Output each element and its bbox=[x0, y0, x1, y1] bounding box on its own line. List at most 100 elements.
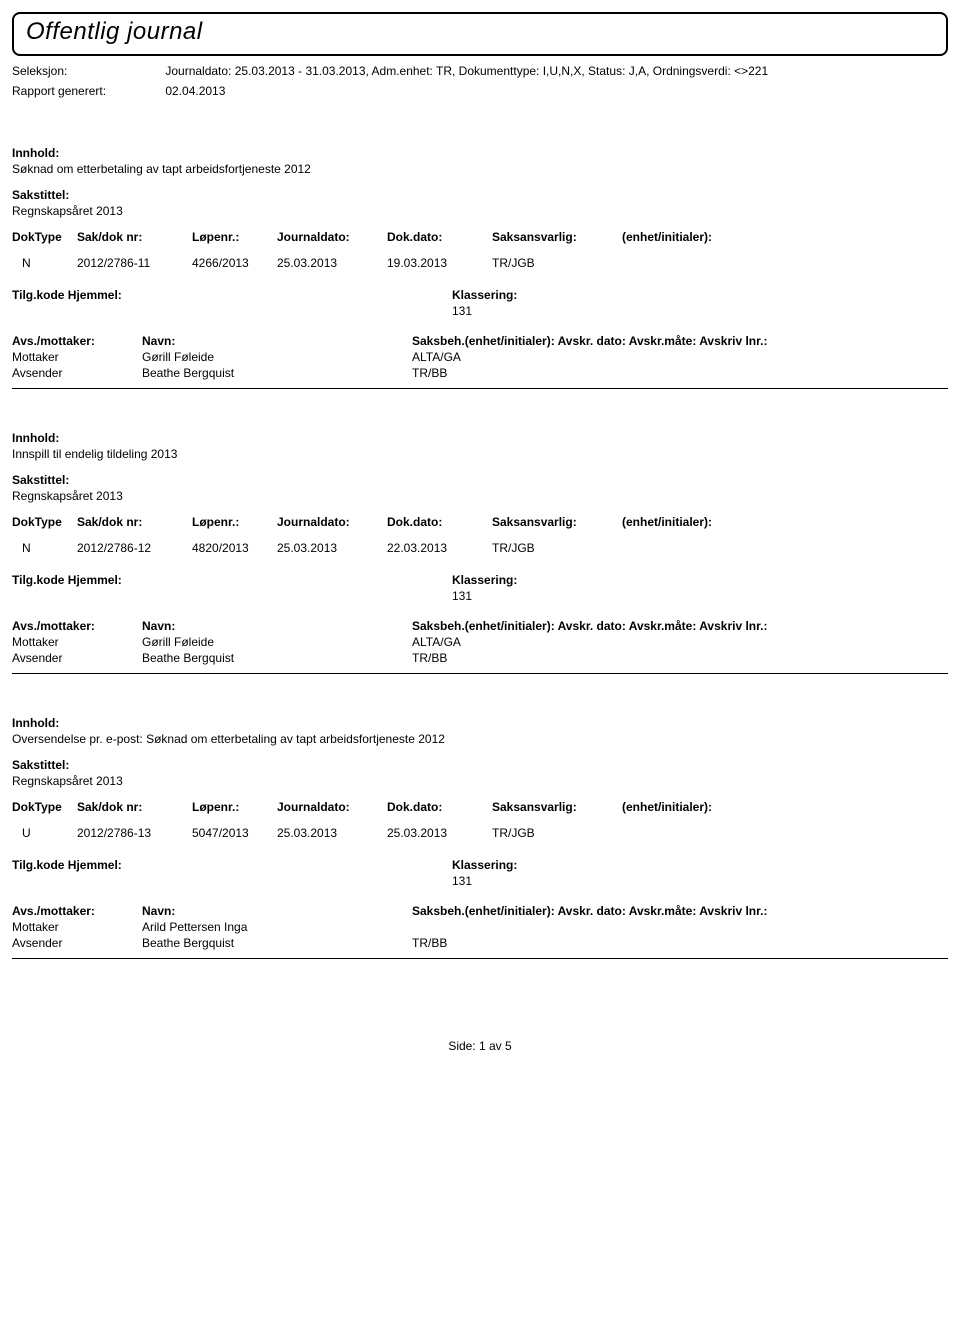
avsender-label: Avsender bbox=[12, 366, 142, 380]
mottaker-navn: Arild Pettersen Inga bbox=[142, 920, 412, 934]
sakdok-header: Sak/dok nr: bbox=[77, 800, 192, 814]
klassering-label: Klassering: bbox=[452, 573, 517, 587]
lopenr-value: 4266/2013 bbox=[192, 256, 277, 270]
journaldato-value: 25.03.2013 bbox=[277, 826, 387, 840]
dokdato-value: 25.03.2013 bbox=[387, 826, 492, 840]
avs-mottaker-header: Avs./mottaker: bbox=[12, 619, 142, 633]
klassering-value: 131 bbox=[452, 874, 948, 888]
avsender-unit: TR/BB bbox=[412, 651, 948, 665]
avsender-label: Avsender bbox=[12, 936, 142, 950]
sakdok-header: Sak/dok nr: bbox=[77, 230, 192, 244]
tilgkode-label: Tilg.kode Hjemmel: bbox=[12, 288, 172, 302]
page-title: Offentlig journal bbox=[26, 18, 934, 46]
seleksjon-label: Seleksjon: bbox=[12, 64, 162, 78]
enhet-header: (enhet/initialer): bbox=[622, 800, 948, 814]
saksansvarlig-value: TR/JGB bbox=[492, 826, 622, 840]
lopenr-header: Løpenr.: bbox=[192, 230, 277, 244]
sakstittel-value: Regnskapsåret 2013 bbox=[12, 774, 948, 788]
mottaker-label: Mottaker bbox=[12, 350, 142, 364]
enhet-value bbox=[622, 541, 948, 555]
journaldato-header: Journaldato: bbox=[277, 515, 387, 529]
klassering-value: 131 bbox=[452, 589, 948, 603]
avsender-unit: TR/BB bbox=[412, 366, 948, 380]
lopenr-value: 4820/2013 bbox=[192, 541, 277, 555]
tilgkode-label: Tilg.kode Hjemmel: bbox=[12, 858, 172, 872]
saksbeh-header: Saksbeh.(enhet/initialer): Avskr. dato: … bbox=[412, 334, 948, 348]
innhold-value: Innspill til endelig tildeling 2013 bbox=[12, 447, 948, 461]
klassering-label: Klassering: bbox=[452, 288, 517, 302]
avs-header-row: Avs./mottaker: Navn: Saksbeh.(enhet/init… bbox=[12, 904, 948, 918]
journal-entry: Innhold: Innspill til endelig tildeling … bbox=[12, 389, 948, 674]
tilg-row: Tilg.kode Hjemmel: Klassering: bbox=[12, 288, 948, 302]
mottaker-navn: Gørill Føleide bbox=[142, 635, 412, 649]
dokdato-value: 22.03.2013 bbox=[387, 541, 492, 555]
avs-header-row: Avs./mottaker: Navn: Saksbeh.(enhet/init… bbox=[12, 619, 948, 633]
avs-mottaker-header: Avs./mottaker: bbox=[12, 334, 142, 348]
journal-entry: Innhold: Søknad om etterbetaling av tapt… bbox=[12, 104, 948, 389]
journaldato-value: 25.03.2013 bbox=[277, 256, 387, 270]
sakdok-value: 2012/2786-11 bbox=[77, 256, 192, 270]
mottaker-unit bbox=[412, 920, 948, 934]
innhold-value: Oversendelse pr. e-post: Søknad om etter… bbox=[12, 732, 948, 746]
saksbeh-header: Saksbeh.(enhet/initialer): Avskr. dato: … bbox=[412, 619, 948, 633]
columns-header: DokType Sak/dok nr: Løpenr.: Journaldato… bbox=[12, 800, 948, 814]
journal-entry: Innhold: Oversendelse pr. e-post: Søknad… bbox=[12, 674, 948, 959]
navn-header: Navn: bbox=[142, 904, 412, 918]
rapport-label: Rapport generert: bbox=[12, 84, 162, 98]
rapport-value: 02.04.2013 bbox=[165, 84, 225, 98]
sakstittel-label: Sakstittel: bbox=[12, 473, 948, 487]
saksansvarlig-header: Saksansvarlig: bbox=[492, 800, 622, 814]
sakstittel-value: Regnskapsåret 2013 bbox=[12, 204, 948, 218]
sakstittel-label: Sakstittel: bbox=[12, 758, 948, 772]
innhold-label: Innhold: bbox=[12, 431, 948, 445]
mottaker-row: Mottaker Arild Pettersen Inga bbox=[12, 920, 948, 934]
mottaker-row: Mottaker Gørill Føleide ALTA/GA bbox=[12, 635, 948, 649]
saksbeh-header: Saksbeh.(enhet/initialer): Avskr. dato: … bbox=[412, 904, 948, 918]
dokdato-header: Dok.dato: bbox=[387, 515, 492, 529]
columns-values: N 2012/2786-11 4266/2013 25.03.2013 19.0… bbox=[12, 256, 948, 270]
avsender-navn: Beathe Bergquist bbox=[142, 366, 412, 380]
sakdok-header: Sak/dok nr: bbox=[77, 515, 192, 529]
enhet-value bbox=[622, 256, 948, 270]
navn-header: Navn: bbox=[142, 334, 412, 348]
sakstittel-value: Regnskapsåret 2013 bbox=[12, 489, 948, 503]
journaldato-header: Journaldato: bbox=[277, 800, 387, 814]
innhold-label: Innhold: bbox=[12, 146, 948, 160]
tilg-row: Tilg.kode Hjemmel: Klassering: bbox=[12, 573, 948, 587]
dokdato-header: Dok.dato: bbox=[387, 230, 492, 244]
columns-values: U 2012/2786-13 5047/2013 25.03.2013 25.0… bbox=[12, 826, 948, 840]
avsender-navn: Beathe Bergquist bbox=[142, 651, 412, 665]
columns-header: DokType Sak/dok nr: Løpenr.: Journaldato… bbox=[12, 515, 948, 529]
dokdato-value: 19.03.2013 bbox=[387, 256, 492, 270]
page-footer: Side: 1 av 5 bbox=[12, 1039, 948, 1053]
title-box: Offentlig journal bbox=[12, 12, 948, 56]
sakdok-value: 2012/2786-12 bbox=[77, 541, 192, 555]
doktype-header: DokType bbox=[12, 800, 77, 814]
lopenr-value: 5047/2013 bbox=[192, 826, 277, 840]
lopenr-header: Løpenr.: bbox=[192, 515, 277, 529]
innhold-label: Innhold: bbox=[12, 716, 948, 730]
journaldato-header: Journaldato: bbox=[277, 230, 387, 244]
klassering-value: 131 bbox=[452, 304, 948, 318]
avs-header-row: Avs./mottaker: Navn: Saksbeh.(enhet/init… bbox=[12, 334, 948, 348]
seleksjon-value: Journaldato: 25.03.2013 - 31.03.2013, Ad… bbox=[165, 64, 905, 78]
saksansvarlig-header: Saksansvarlig: bbox=[492, 515, 622, 529]
seleksjon-row: Seleksjon: Journaldato: 25.03.2013 - 31.… bbox=[12, 64, 948, 78]
mottaker-navn: Gørill Føleide bbox=[142, 350, 412, 364]
saksansvarlig-value: TR/JGB bbox=[492, 256, 622, 270]
avsender-unit: TR/BB bbox=[412, 936, 948, 950]
tilgkode-label: Tilg.kode Hjemmel: bbox=[12, 573, 172, 587]
doktype-header: DokType bbox=[12, 515, 77, 529]
enhet-header: (enhet/initialer): bbox=[622, 515, 948, 529]
journaldato-value: 25.03.2013 bbox=[277, 541, 387, 555]
avsender-label: Avsender bbox=[12, 651, 142, 665]
columns-header: DokType Sak/dok nr: Løpenr.: Journaldato… bbox=[12, 230, 948, 244]
avsender-row: Avsender Beathe Bergquist TR/BB bbox=[12, 366, 948, 380]
avsender-row: Avsender Beathe Bergquist TR/BB bbox=[12, 936, 948, 950]
avsender-row: Avsender Beathe Bergquist TR/BB bbox=[12, 651, 948, 665]
sakdok-value: 2012/2786-13 bbox=[77, 826, 192, 840]
columns-values: N 2012/2786-12 4820/2013 25.03.2013 22.0… bbox=[12, 541, 948, 555]
mottaker-row: Mottaker Gørill Føleide ALTA/GA bbox=[12, 350, 948, 364]
doktype-value: N bbox=[12, 541, 77, 555]
dokdato-header: Dok.dato: bbox=[387, 800, 492, 814]
